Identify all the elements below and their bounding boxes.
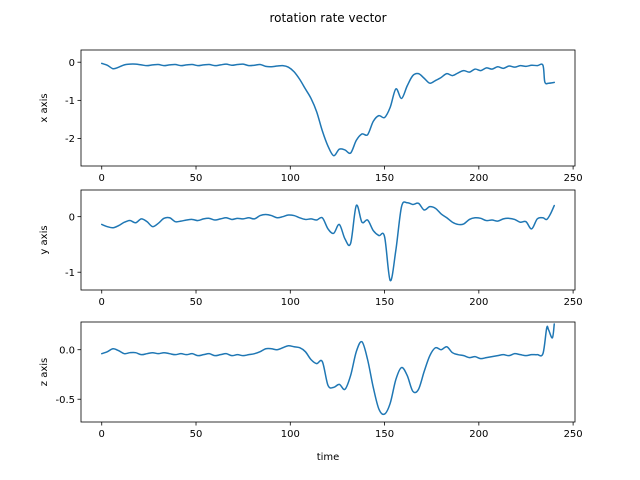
x-tick-label: 150 — [375, 173, 394, 184]
axes-frame — [80, 321, 576, 423]
x-tick-label: 250 — [564, 173, 583, 184]
y-axis-label: x axis — [39, 93, 50, 122]
x-tick-label: 50 — [190, 173, 203, 184]
x-tick-label: 0 — [99, 429, 105, 440]
x-tick-label: 200 — [469, 173, 488, 184]
y-tick-label: -1 — [65, 96, 75, 107]
x-tick-label: 0 — [99, 173, 105, 184]
x-tick-label: 200 — [469, 297, 488, 308]
x-tick-label: 0 — [99, 297, 105, 308]
y-tick-label: 0 — [69, 212, 75, 223]
y-tick-label: -1 — [65, 268, 75, 279]
data-line-y-axis — [100, 201, 556, 282]
data-line-z-axis — [100, 323, 556, 416]
x-tick-label: 50 — [190, 297, 203, 308]
x-tick-label: 50 — [190, 429, 203, 440]
data-line-x-axis — [100, 62, 556, 157]
axes-frame — [80, 49, 576, 167]
x-tick-label: 150 — [375, 429, 394, 440]
y-tick-label: 0 — [69, 58, 75, 69]
x-tick-label: 250 — [564, 429, 583, 440]
y-tick-label: -2 — [65, 134, 75, 145]
x-tick-label: 100 — [281, 173, 300, 184]
x-tick-label: 150 — [375, 297, 394, 308]
y-tick-label: -0.5 — [55, 395, 75, 406]
x-tick-label: 100 — [281, 429, 300, 440]
x-tick-label: 100 — [281, 297, 300, 308]
x-tick-label: 250 — [564, 297, 583, 308]
y-axis-label: z axis — [39, 358, 50, 386]
axes-frame — [80, 189, 576, 291]
y-axis-label: y axis — [39, 225, 50, 254]
x-axis-label: time — [317, 452, 340, 463]
x-tick-label: 200 — [469, 429, 488, 440]
subplot-x-axis: 0 50 100 150 200 250 0 -1 -2 x axis — [39, 49, 583, 184]
subplot-y-axis: 0 50 100 150 200 250 0 -1 y axis — [39, 189, 583, 308]
y-tick-label: 0.0 — [59, 345, 75, 356]
subplot-z-axis: 0 50 100 150 200 250 0.0 -0.5 z axis time — [39, 321, 583, 463]
figure-title: rotation rate vector — [269, 11, 386, 25]
